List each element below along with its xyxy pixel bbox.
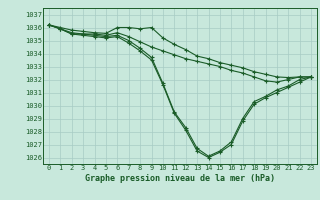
- X-axis label: Graphe pression niveau de la mer (hPa): Graphe pression niveau de la mer (hPa): [85, 174, 275, 183]
